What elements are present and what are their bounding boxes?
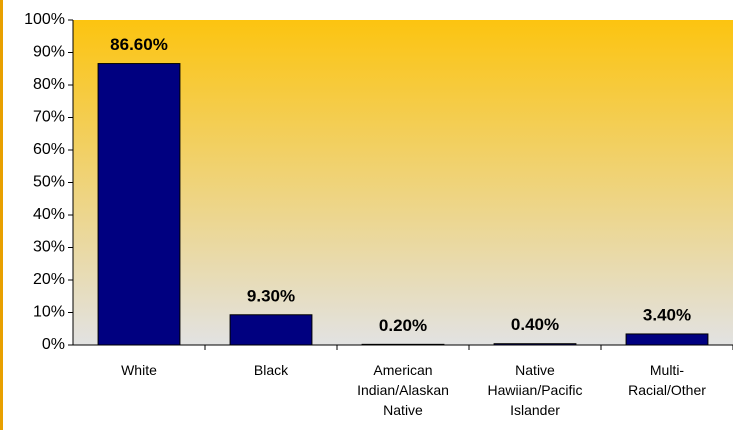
y-tick-label: 60% [33,141,65,158]
bar [361,343,445,346]
data-label: 86.60% [110,35,168,54]
x-tick-label: Native Hawiian/Pacific Islander [487,362,583,418]
y-tick-label: 80% [33,76,65,93]
data-label: 0.20% [379,316,427,335]
data-label: 0.40% [511,315,559,334]
y-tick-label: 90% [33,44,65,61]
y-tick-label: 20% [33,271,65,288]
y-tick-label: 40% [33,206,65,223]
y-tick-label: 100% [24,11,65,28]
left-border [0,0,3,430]
data-label: 3.40% [643,305,691,324]
bar [97,63,181,346]
x-tick-label: White [121,362,157,378]
x-tick-label: Black [253,362,289,378]
y-tick-label: 70% [33,109,65,126]
y-tick-label: 0% [42,336,65,353]
x-tick-label: Multi-Racial/Other [628,362,706,398]
x-tick-label: American Indian/Alaskan Native [357,362,449,418]
data-label: 9.30% [247,286,295,305]
bar [229,314,313,346]
bar [493,343,577,346]
plot-area [73,20,733,345]
y-tick-label: 50% [33,174,65,191]
y-tick-label: 10% [33,304,65,321]
y-tick-label: 30% [33,239,65,256]
bar [625,333,709,346]
